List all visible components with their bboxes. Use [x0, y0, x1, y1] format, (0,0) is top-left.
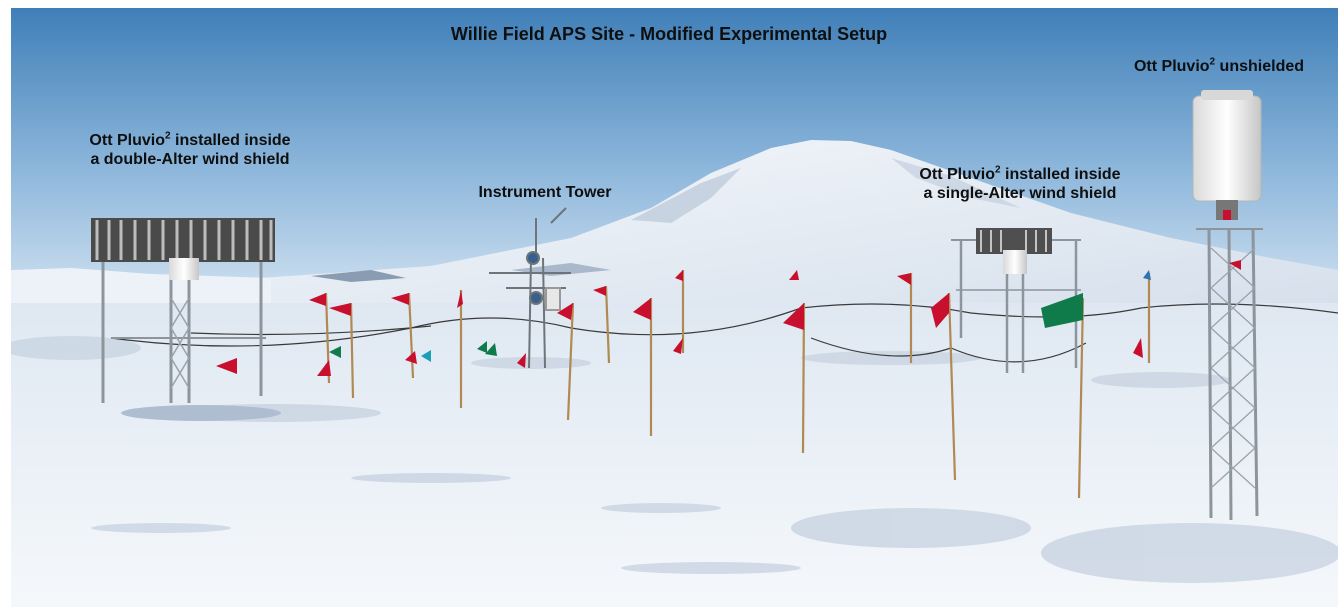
single-alter-shield: [951, 228, 1081, 373]
label-unshielded: Ott Pluvio2 unshielded: [1133, 56, 1305, 75]
label-single-alter: Ott Pluvio2 installed inside a single-Al…: [885, 165, 1155, 203]
label-double-alter-line1: Ott Pluvio2 installed inside: [89, 130, 291, 149]
label-single-alter-line2: a single-Alter wind shield: [923, 185, 1117, 202]
label-instrument-tower: Instrument Tower: [478, 184, 612, 201]
unshielded-gauge: [1192, 90, 1263, 521]
label-double-alter-line2: a double-Alter wind shield: [90, 151, 290, 168]
label-single-alter-line1: Ott Pluvio2 installed inside: [919, 164, 1121, 183]
snow-texture: [11, 336, 1338, 583]
label-double-alter: Ott Pluvio2 installed inside a double-Al…: [40, 131, 340, 169]
distant-ridge: [11, 268, 271, 308]
flags: [216, 260, 1241, 499]
double-alter-shield: [91, 218, 281, 421]
site-photo: [11, 8, 1338, 607]
figure-title: Willie Field APS Site - Modified Experim…: [450, 24, 888, 44]
instrument-tower: [489, 207, 571, 369]
